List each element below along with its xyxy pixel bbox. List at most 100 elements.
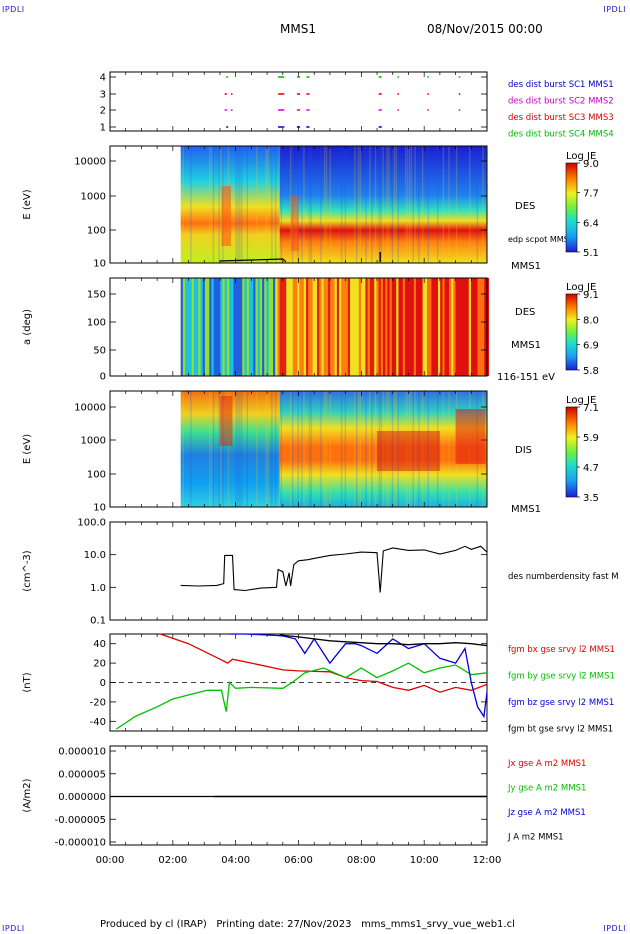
current-legend-1: Jx gse A m2 MMS1 — [507, 759, 586, 769]
des-energy-colorbar — [565, 162, 578, 253]
des-pitch-stripe — [448, 278, 452, 376]
bfield-legend-1: fgm bx gse srvy l2 MMS1 — [508, 645, 615, 655]
dis-energy-colorbar-tick-label: 4.7 — [583, 463, 599, 474]
des-pitch-stripe — [475, 278, 479, 376]
dis-energy-panel-stripe — [382, 391, 384, 507]
dis-energy-panel-stripe — [274, 391, 277, 507]
des-pitch-stripe — [424, 278, 428, 376]
dis-energy-panel-stripe — [235, 391, 237, 507]
des-energy-panel-stripe — [395, 146, 397, 263]
des-energy-panel-stripe — [382, 146, 384, 263]
des-pitch-stripe — [484, 278, 487, 376]
des-energy-panel-stripe — [256, 146, 258, 263]
des-energy-panel-stripe — [265, 146, 267, 263]
des-pitch-stripe — [429, 278, 432, 376]
des-pitch-stripe — [481, 278, 485, 376]
bfield-series-line — [229, 633, 488, 719]
des-energy-colorbar-tick-label: 5.1 — [583, 248, 599, 259]
des-energy-panel-stripe — [408, 146, 411, 263]
des-pitch-stripe — [400, 278, 404, 376]
density-panel-tick-label: 0.1 — [90, 616, 106, 627]
dis-energy-hot-band — [455, 409, 486, 464]
des-energy-panel-tick-label: 100 — [87, 226, 106, 237]
des-energy-panel-stripe — [280, 146, 282, 263]
bfield-panel-tick-label: 0 — [100, 678, 106, 689]
footer-filename: mms_mms1_srvy_vue_web1.cl — [361, 919, 515, 930]
des-pitch-stripe — [290, 278, 294, 376]
des-pitch-stripe — [321, 278, 325, 376]
dis-energy-panel-stripe — [237, 391, 239, 507]
des-pitch-stripe — [193, 278, 197, 376]
des-pitch-stripe — [279, 278, 283, 376]
dis-energy-panel-ylabel: E (eV) — [22, 434, 33, 464]
dis-energy-panel-stripe — [408, 391, 411, 507]
burst-panel-frame — [109, 71, 488, 132]
des-pitch-stripe — [336, 278, 340, 376]
des-pitch-stripe — [328, 278, 331, 376]
des-energy-panel-stripe — [246, 146, 249, 263]
des-pitch-stripe — [477, 278, 481, 376]
dis-energy-panel-stripe — [290, 391, 292, 507]
dis-energy-panel-stripe — [380, 391, 382, 507]
des-energy-panel-stripe — [406, 146, 409, 263]
des-energy-panel-stripe — [241, 146, 243, 263]
des-pitch-stripe — [264, 278, 267, 376]
des-pitch-stripe — [325, 278, 329, 376]
des-pitch-stripe — [266, 278, 270, 376]
des-energy-panel-stripe — [386, 146, 388, 263]
des-pitch-stripe — [363, 278, 366, 376]
des-pitch-stripe — [255, 278, 259, 376]
dis-energy-panel-stripe — [280, 391, 282, 507]
des-pitch-stripe — [411, 278, 415, 376]
corner-label-top-right: IPDLI — [603, 5, 626, 14]
des-pitch-stripe — [376, 278, 380, 376]
x-tick-label: 02:00 — [158, 855, 187, 866]
des-energy-panel-stripe — [414, 146, 416, 263]
density-panel-tick-label: 10.0 — [84, 550, 106, 561]
des-pitch-stripe — [187, 278, 190, 376]
des-pitch-stripe — [385, 278, 388, 376]
des-pitch-stripe — [435, 278, 439, 376]
des-energy-panel-stripe — [380, 146, 382, 263]
des-pitch-stripe — [317, 278, 320, 376]
dis-energy-panel-stripe — [391, 391, 394, 507]
des-pitch-stripe — [312, 278, 316, 376]
des-energy-panel-stripe — [267, 146, 269, 263]
des-energy-panel-stripe — [448, 146, 450, 263]
des-pitch-stripe — [455, 278, 459, 376]
dis-energy-panel-stripe — [406, 391, 409, 507]
des-pitch-stripe — [189, 278, 193, 376]
dis-energy-panel-stripe — [378, 391, 381, 507]
des-pitch-stripe — [361, 278, 364, 376]
des-pitch-stripe — [479, 278, 483, 376]
des-pitch-stripe — [451, 278, 454, 376]
bfield-series-line — [160, 633, 488, 693]
dis-energy-panel-stripe — [310, 391, 313, 507]
des-energy-panel-stripe — [320, 146, 322, 263]
des-pitch-colorbar-tick-label: 8.0 — [583, 315, 599, 326]
dis-energy-panel-stripe — [437, 391, 439, 507]
dis-energy-panel-stripe — [354, 391, 356, 507]
x-tick-label: 04:00 — [221, 855, 250, 866]
dis-energy-panel-stripe — [357, 391, 360, 507]
des-pitch-stripe — [473, 278, 476, 376]
bfield-legend-3: fgm bz gse srvy l2 MMS1 — [508, 698, 614, 708]
des-energy-panel-stripe — [393, 146, 396, 263]
dis-energy-panel-stripe — [344, 391, 347, 507]
des-energy-panel-stripe — [418, 146, 420, 263]
des-pitch-ylabel: a (deg) — [22, 309, 33, 345]
des-pitch-panel-tick-label: 150 — [87, 290, 106, 301]
des-energy-panel-stripe — [344, 146, 347, 263]
dis-energy-panel-stripe — [395, 391, 397, 507]
datetime-title: 08/Nov/2015 00:00 — [427, 22, 543, 36]
des-pitch-stripe — [253, 278, 256, 376]
dis-energy-panel-stripe — [421, 391, 424, 507]
des-pitch-stripe — [246, 278, 250, 376]
des-energy-panel-stripe — [308, 146, 311, 263]
des-pitch-stripe — [409, 278, 413, 376]
des-energy-panel-stripe — [190, 146, 192, 263]
des-pitch-stripe — [387, 278, 391, 376]
des-energy-panel-stripe — [182, 146, 184, 263]
des-pitch-stripe — [319, 278, 322, 376]
dis-energy-panel-stripe — [182, 391, 184, 507]
